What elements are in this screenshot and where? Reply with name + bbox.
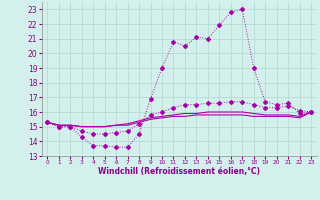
X-axis label: Windchill (Refroidissement éolien,°C): Windchill (Refroidissement éolien,°C) <box>98 167 260 176</box>
